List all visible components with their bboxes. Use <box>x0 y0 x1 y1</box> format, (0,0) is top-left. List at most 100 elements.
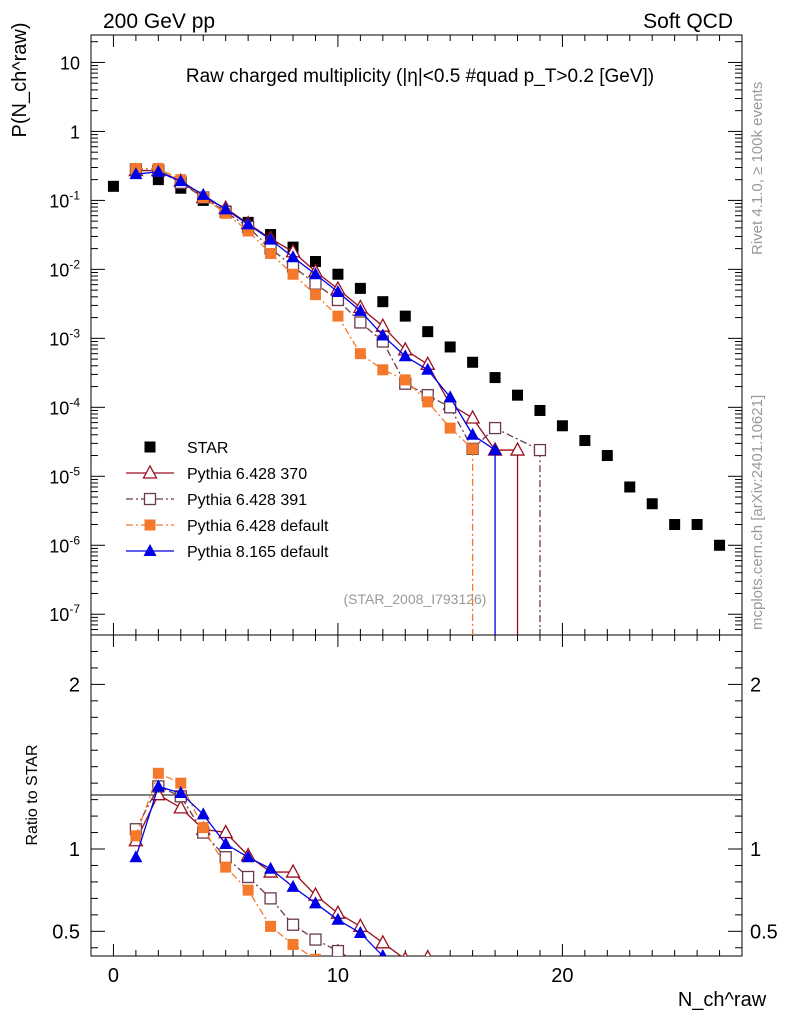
data-point <box>422 396 434 408</box>
ratio-y-tick-label: 1 <box>69 839 80 861</box>
legend-marker <box>143 492 157 506</box>
legend-label: Pythia 6.428 391 <box>187 492 307 509</box>
data-point <box>421 362 435 375</box>
ratio-point <box>286 879 300 892</box>
mcplots-label: mcplots.cern.ch [arXiv:2401.10621] <box>749 395 766 630</box>
data-point <box>399 374 411 386</box>
y-tick-label: 10-3 <box>49 326 80 349</box>
data-point <box>556 420 568 432</box>
data-point <box>354 316 367 329</box>
legend-marker <box>144 519 156 531</box>
data-point <box>129 167 143 180</box>
ratio-point <box>219 837 233 850</box>
data-point <box>309 289 321 301</box>
ratio-series-pythia-6-428-370 <box>128 786 432 956</box>
ratio-point <box>287 938 299 950</box>
y-tick-label: 10-5 <box>49 464 80 487</box>
data-point <box>152 174 164 186</box>
ratio-point <box>241 850 255 863</box>
x-tick-label: 0 <box>108 965 119 987</box>
ratio-point <box>130 830 142 842</box>
ratio-point <box>285 863 301 878</box>
legend: STAR Pythia 6.428 370 Pythia 6.428 391 Pyth… <box>126 440 329 561</box>
ratio-point <box>353 925 367 938</box>
ratio-point <box>175 777 187 789</box>
data-point <box>691 519 703 530</box>
series-pythia-8-165-default <box>129 164 502 635</box>
ratio-point <box>402 950 409 956</box>
x-axis-label: N_ch^raw <box>678 989 767 1011</box>
legend-item: Pythia 6.428 391 <box>126 492 307 509</box>
data-point <box>509 441 526 456</box>
ratio-point <box>242 884 254 896</box>
legend-item: Pythia 6.428 default <box>126 518 329 535</box>
data-point <box>354 282 366 294</box>
ratio-point <box>264 861 278 874</box>
legend-marker <box>143 544 157 556</box>
data-point <box>174 174 188 187</box>
data-point <box>286 250 300 263</box>
header-right: Soft QCD <box>643 10 733 33</box>
data-point <box>287 268 299 280</box>
ratio-y-tick-label-right: 2 <box>750 674 761 696</box>
data-point <box>534 404 546 416</box>
data-point <box>219 202 233 215</box>
legend-item: Pythia 6.428 370 <box>126 464 307 483</box>
data-point <box>489 372 501 384</box>
ratio-point <box>309 953 321 956</box>
data-point <box>467 443 479 455</box>
ratio-y-tick-label-right: 0.5 <box>750 921 778 943</box>
data-point <box>398 349 412 362</box>
analysis-label: (STAR_2008_I793126) <box>344 591 487 607</box>
data-point <box>332 310 344 322</box>
data-point <box>512 389 524 401</box>
data-point <box>107 180 119 192</box>
ratio-point <box>241 870 255 884</box>
data-point <box>309 256 321 268</box>
x-tick-label: 20 <box>551 965 573 987</box>
legend-item: STAR <box>144 440 228 457</box>
data-point <box>714 539 726 551</box>
header-left: 200 GeV pp <box>103 10 215 33</box>
data-point <box>241 217 255 230</box>
data-point <box>196 187 210 200</box>
data-point <box>151 164 165 177</box>
ratio-point <box>265 920 277 932</box>
data-point <box>422 326 434 338</box>
data-point <box>444 341 456 353</box>
data-point <box>488 421 502 435</box>
ratio-point <box>424 949 432 956</box>
data-point <box>601 450 613 462</box>
ratio-point <box>331 912 345 925</box>
data-point <box>242 225 254 237</box>
data-point <box>443 390 457 403</box>
rivet-label: Rivet 4.1.0, ≥ 100k events <box>749 82 766 255</box>
data-point <box>309 277 322 290</box>
data-point <box>308 267 322 280</box>
ratio-point <box>174 786 188 799</box>
data-point <box>353 303 367 316</box>
y-tick-label: 10 <box>60 53 80 73</box>
y-tick-label: 10-6 <box>49 533 80 556</box>
data-point <box>488 443 502 456</box>
ratio-series-pythia-8-165-default <box>129 779 387 956</box>
legend-label: Pythia 6.428 370 <box>187 466 307 483</box>
y-tick-label: 10-4 <box>49 395 80 418</box>
ratio-y-axis-label: Ratio to STAR <box>24 744 41 845</box>
plot-title: Raw charged multiplicity (|η|<0.5 #quad … <box>186 66 654 87</box>
data-point <box>467 356 479 368</box>
ratio-point <box>220 861 232 873</box>
ratio-point <box>331 944 345 956</box>
legend-label: Pythia 6.428 default <box>187 518 329 535</box>
x-tick-label: 10 <box>327 965 349 987</box>
data-point <box>579 435 591 447</box>
legend-marker <box>142 464 158 479</box>
ratio-point <box>308 896 322 909</box>
ratio-point <box>196 807 210 820</box>
ratio-point <box>151 779 165 792</box>
legend-label: Pythia 8.165 default <box>187 544 329 561</box>
data-point <box>465 409 481 424</box>
data-point <box>332 268 344 280</box>
data-point <box>533 443 547 457</box>
